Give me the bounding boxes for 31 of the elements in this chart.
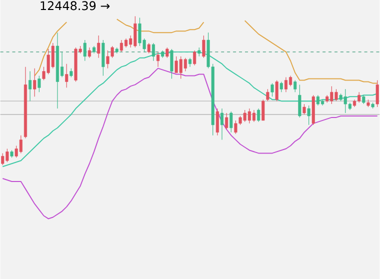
candlestick (294, 80, 297, 92)
candlestick (33, 68, 36, 97)
candlestick (275, 80, 278, 102)
candlestick (257, 108, 260, 122)
candlestick (307, 105, 310, 125)
candlestick (298, 84, 302, 118)
candlestick (156, 51, 160, 67)
candlestick (270, 82, 274, 97)
candlestick (28, 70, 32, 102)
candlestick (65, 63, 68, 88)
candlestick (166, 46, 169, 58)
candlestick (302, 104, 306, 115)
candlestick (262, 99, 265, 121)
candlestick (220, 108, 224, 140)
candlestick (266, 88, 270, 102)
candlestick (280, 81, 283, 92)
candlestick (170, 48, 174, 79)
candlestick (202, 35, 206, 58)
candlestick (88, 46, 91, 58)
candlestick (102, 39, 105, 76)
candlestick (225, 112, 228, 130)
text: 12448.39 → (40, 0, 110, 10)
candlestick (147, 42, 150, 54)
candlestick (83, 39, 86, 61)
candlestick (230, 110, 233, 132)
candlestick (152, 42, 155, 61)
candlestick (38, 75, 41, 92)
candlestick (193, 50, 196, 66)
candlestick (376, 80, 379, 108)
candlestick (216, 108, 219, 136)
candlestick (97, 35, 100, 58)
